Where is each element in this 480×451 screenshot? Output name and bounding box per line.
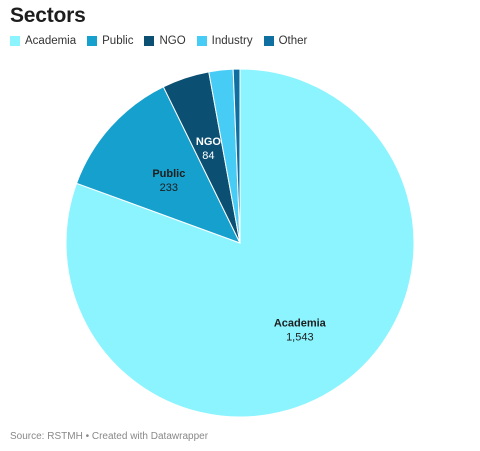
legend-label-academia: Academia xyxy=(25,35,77,47)
legend-item-public: Public xyxy=(87,35,133,47)
slice-value-public: 233 xyxy=(160,182,178,194)
legend-swatch-other xyxy=(263,36,274,46)
legend-label-public: Public xyxy=(102,35,134,47)
chart-title: Sectors xyxy=(10,4,86,27)
legend-label-other: Other xyxy=(278,35,308,47)
slice-value-ngo: 84 xyxy=(202,150,214,162)
legend-swatch-industry xyxy=(196,36,207,46)
slice-label-ngo: NGO xyxy=(196,136,222,148)
legend-label-ngo: NGO xyxy=(159,35,186,47)
legend-item-ngo: NGO xyxy=(144,35,186,47)
slice-label-public: Public xyxy=(152,168,185,180)
slice-value-academia: 1,543 xyxy=(286,332,314,344)
legend-item-other: Other xyxy=(263,35,308,47)
pie-slice-public xyxy=(75,86,241,244)
pie-slice-other xyxy=(232,68,241,244)
legend-item-industry: Industry xyxy=(196,35,253,47)
legend: Academia Public NGO Industry Other xyxy=(10,35,318,47)
slice-label-academia: Academia xyxy=(274,318,327,330)
legend-swatch-public xyxy=(87,36,98,46)
legend-item-academia: Academia xyxy=(10,35,76,47)
legend-swatch-academia xyxy=(10,36,20,46)
legend-swatch-ngo xyxy=(144,36,155,46)
legend-label-industry: Industry xyxy=(211,35,253,47)
source-footer: Source: RSTMH • Created with Datawrapper xyxy=(10,431,209,442)
